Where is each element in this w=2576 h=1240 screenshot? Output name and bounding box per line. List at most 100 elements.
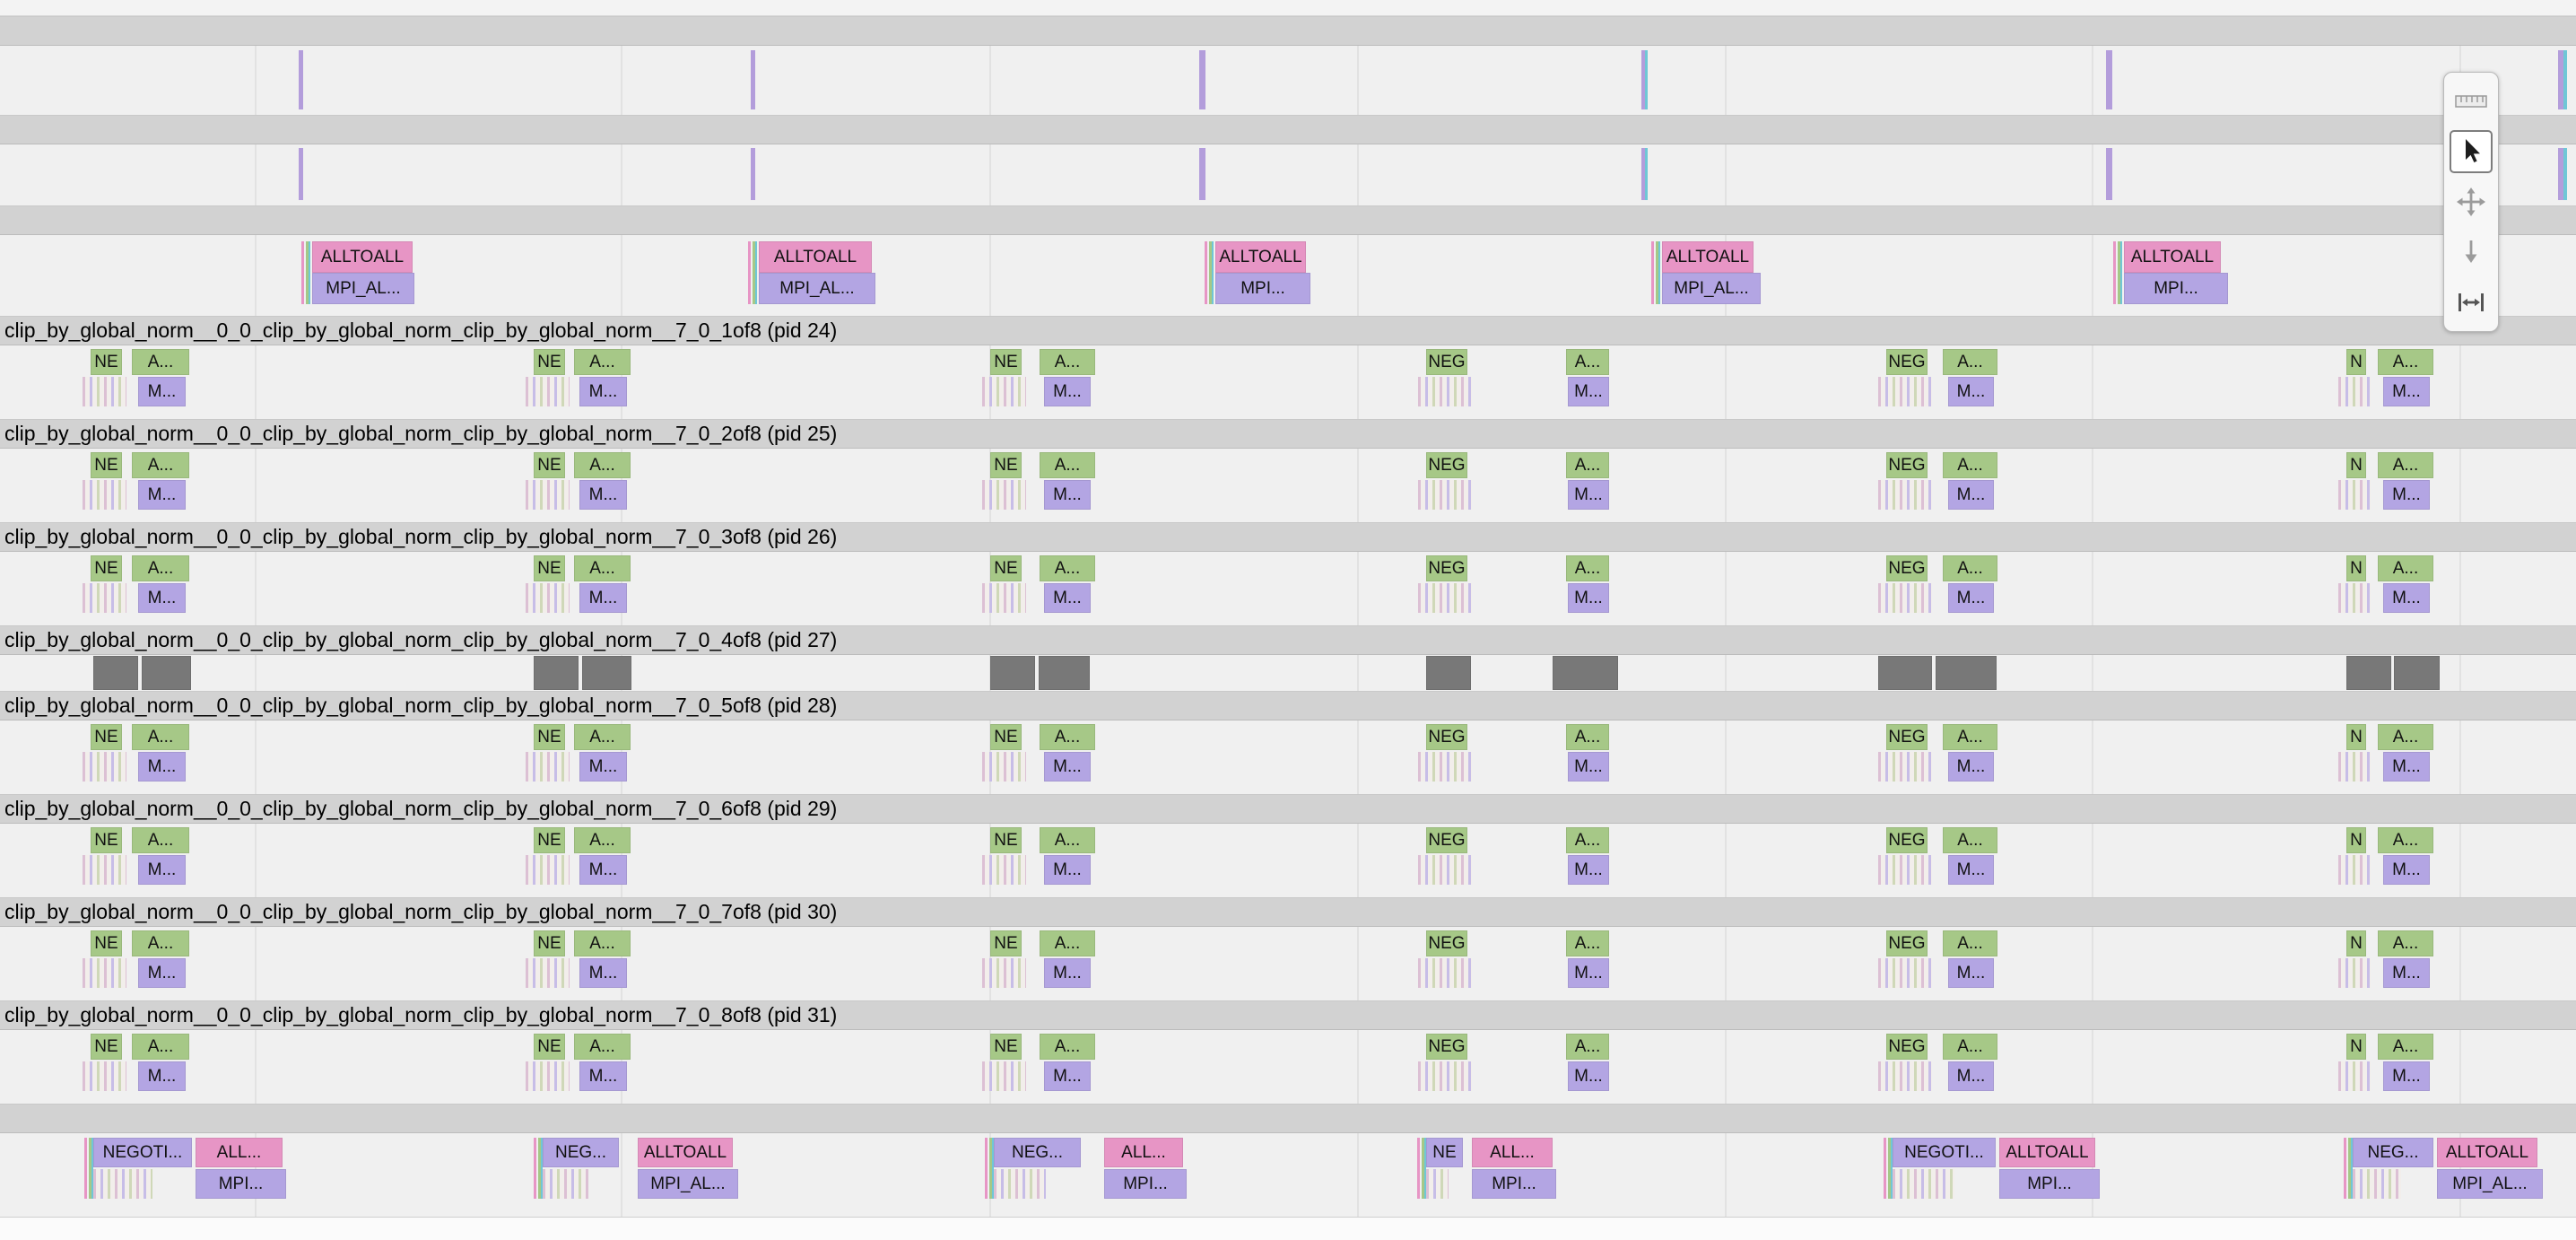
trace-event-negotiate[interactable]: NE xyxy=(91,555,122,581)
trace-event-mpi[interactable]: M... xyxy=(1948,855,1994,885)
trace-event-negotiate[interactable]: NEG xyxy=(1886,827,1928,853)
trace-event-all[interactable]: A... xyxy=(1566,724,1609,750)
trace-event-negotiate[interactable]: NE xyxy=(990,724,1022,750)
trace-event-mpi[interactable]: M... xyxy=(2383,583,2430,613)
trace-event-all[interactable]: A... xyxy=(2378,349,2433,375)
trace-event-negotiate[interactable]: N xyxy=(2346,724,2366,750)
trace-event-negotiate[interactable]: NE xyxy=(990,827,1022,853)
trace-event-negotiate[interactable]: NE xyxy=(990,930,1022,956)
trace-event-negotiate[interactable]: NEG xyxy=(1886,349,1928,375)
minimap-tool-button[interactable] xyxy=(2450,80,2493,123)
trace-event-negotiate[interactable]: NEG... xyxy=(2353,1138,2433,1167)
trace-event-all[interactable]: A... xyxy=(574,555,631,581)
trace-event-alltoall[interactable]: ALL... xyxy=(1472,1138,1553,1167)
trace-event-mpi[interactable]: M... xyxy=(1948,752,1994,782)
trace-event-mpi[interactable]: M... xyxy=(138,480,186,510)
trace-event-dimmed[interactable] xyxy=(1553,656,1618,690)
trace-event-negotiate[interactable]: N xyxy=(2346,452,2366,478)
trace-event-mpi[interactable]: M... xyxy=(1948,958,1994,988)
trace-event-dimmed[interactable] xyxy=(2394,656,2440,690)
process-label-strip[interactable]: clip_by_global_norm__0_0_clip_by_global_… xyxy=(0,1000,2576,1030)
trace-event-negotiate[interactable]: N xyxy=(2346,555,2366,581)
trace-event-dimmed[interactable] xyxy=(1936,656,1997,690)
trace-event-negotiate[interactable]: NE xyxy=(990,555,1022,581)
trace-event-negotiate[interactable]: NE xyxy=(91,827,122,853)
trace-event-negotiate[interactable]: N xyxy=(2346,930,2366,956)
process-label-strip[interactable]: clip_by_global_norm__0_0_clip_by_global_… xyxy=(0,794,2576,824)
trace-event-negotiate[interactable]: NE xyxy=(534,555,565,581)
collapsed-track-strip-3[interactable] xyxy=(0,205,2576,235)
trace-event-mpi[interactable]: MPI... xyxy=(196,1169,286,1199)
trace-event-mpi[interactable]: M... xyxy=(138,1061,186,1091)
overview-track-2[interactable] xyxy=(0,144,2576,205)
trace-event-dimmed[interactable] xyxy=(990,656,1035,690)
trace-event-dimmed[interactable] xyxy=(534,656,579,690)
trace-event-all[interactable]: A... xyxy=(574,827,631,853)
timing-tool-button[interactable] xyxy=(2450,281,2493,324)
trace-event-negotiate[interactable]: NE xyxy=(990,349,1022,375)
trace-event-mpi[interactable]: MPI_AL... xyxy=(759,273,875,304)
trace-event-alltoall[interactable]: ALLTOALL xyxy=(1999,1138,2095,1167)
trace-event-mpi[interactable]: M... xyxy=(138,855,186,885)
trace-event-negotiate[interactable]: NEG xyxy=(1426,1034,1467,1060)
trace-event-all[interactable]: A... xyxy=(132,452,189,478)
trace-event-mpi[interactable]: M... xyxy=(2383,855,2430,885)
trace-event-mpi[interactable]: M... xyxy=(1568,583,1609,613)
trace-event-alltoall[interactable]: ALLTOALL xyxy=(2124,241,2221,273)
trace-event-alltoall[interactable]: ALLTOALL xyxy=(2437,1138,2537,1167)
process-label-strip[interactable]: clip_by_global_norm__0_0_clip_by_global_… xyxy=(0,522,2576,552)
zoom-tool-button[interactable] xyxy=(2450,231,2493,274)
trace-event-negotiate[interactable]: NE xyxy=(91,930,122,956)
trace-event-mpi[interactable]: M... xyxy=(1568,752,1609,782)
trace-event-all[interactable]: A... xyxy=(132,1034,189,1060)
trace-event-all[interactable]: A... xyxy=(1040,555,1095,581)
trace-event-all[interactable]: A... xyxy=(2378,1034,2433,1060)
trace-event-all[interactable]: A... xyxy=(1566,930,1609,956)
trace-event-all[interactable]: A... xyxy=(574,724,631,750)
trace-event-mpi[interactable]: M... xyxy=(579,480,627,510)
process-label-strip[interactable]: clip_by_global_norm__0_0_clip_by_global_… xyxy=(0,316,2576,345)
trace-event-dimmed[interactable] xyxy=(582,656,631,690)
trace-event-all[interactable]: A... xyxy=(574,452,631,478)
trace-event-negotiate[interactable]: NEG xyxy=(1426,724,1467,750)
trace-event-negotiate[interactable]: NEG xyxy=(1426,555,1467,581)
trace-event-all[interactable]: A... xyxy=(1943,349,1997,375)
trace-event-all[interactable]: A... xyxy=(132,349,189,375)
trace-event-all[interactable]: A... xyxy=(2378,930,2433,956)
trace-event-negotiate[interactable]: NEG xyxy=(1886,930,1928,956)
trace-event-all[interactable]: A... xyxy=(1040,349,1095,375)
trace-event-mpi[interactable]: M... xyxy=(1568,855,1609,885)
overview-track-1[interactable] xyxy=(0,46,2576,115)
trace-event-negotiate[interactable]: NE xyxy=(534,349,565,375)
trace-event-mpi[interactable]: M... xyxy=(138,377,186,406)
trace-event-negotiate[interactable]: NEG xyxy=(1886,1034,1928,1060)
trace-event-all[interactable]: A... xyxy=(1566,827,1609,853)
trace-event-negotiate[interactable]: NE xyxy=(990,452,1022,478)
trace-event-all[interactable]: A... xyxy=(1040,1034,1095,1060)
trace-event-dimmed[interactable] xyxy=(93,656,138,690)
trace-event-mpi[interactable]: MPI... xyxy=(2124,273,2228,304)
trace-event-all[interactable]: A... xyxy=(1040,930,1095,956)
trace-event-mpi[interactable]: M... xyxy=(1044,958,1091,988)
trace-event-negotiate[interactable]: NE xyxy=(91,349,122,375)
trace-event-mpi[interactable]: M... xyxy=(579,1061,627,1091)
trace-event-all[interactable]: A... xyxy=(1943,930,1997,956)
collapsed-track-strip-1[interactable] xyxy=(0,16,2576,46)
trace-event-mpi[interactable]: M... xyxy=(1568,958,1609,988)
trace-event-all[interactable]: A... xyxy=(1566,349,1609,375)
process-label-strip[interactable]: clip_by_global_norm__0_0_clip_by_global_… xyxy=(0,419,2576,449)
trace-event-mpi[interactable]: M... xyxy=(138,752,186,782)
trace-event-dimmed[interactable] xyxy=(1878,656,1932,690)
trace-event-all[interactable]: A... xyxy=(132,555,189,581)
trace-event-mpi[interactable]: M... xyxy=(1044,377,1091,406)
trace-event-negotiate[interactable]: NEG... xyxy=(543,1138,619,1167)
trace-event-dimmed[interactable] xyxy=(1039,656,1090,690)
collapsed-track-strip-2[interactable] xyxy=(0,115,2576,144)
trace-event-all[interactable]: A... xyxy=(1040,452,1095,478)
select-tool-button[interactable] xyxy=(2450,130,2493,173)
trace-event-mpi[interactable]: MPI_AL... xyxy=(1662,273,1761,304)
trace-event-all[interactable]: A... xyxy=(574,1034,631,1060)
trace-event-alltoall[interactable]: ALL... xyxy=(196,1138,283,1167)
trace-event-negotiate[interactable]: NE xyxy=(534,724,565,750)
trace-event-mpi[interactable]: M... xyxy=(1948,1061,1994,1091)
